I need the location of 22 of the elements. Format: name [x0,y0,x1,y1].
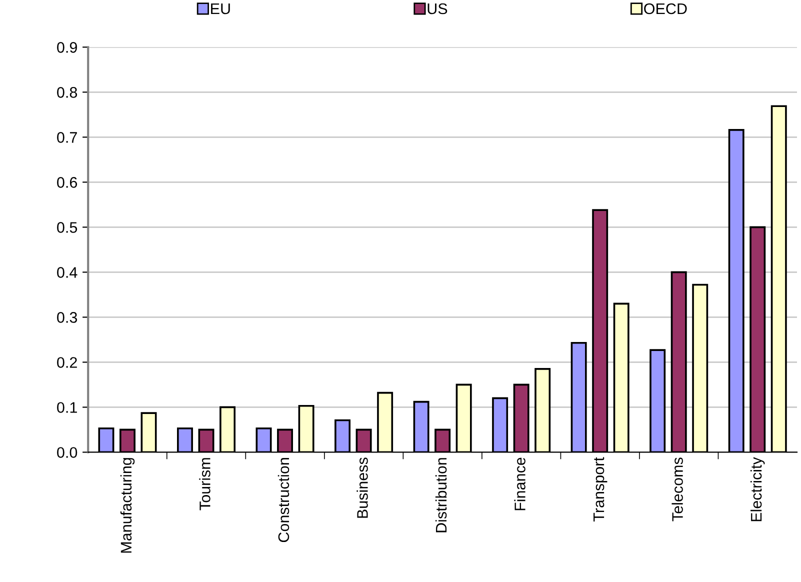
y-tick-label: 0.1 [57,402,77,413]
y-tick-label: 0.9 [57,42,77,53]
y-tick-label: 0.6 [57,177,78,188]
y-tick-label: 0.8 [57,87,78,98]
y-tick-label: 0.4 [57,267,78,278]
y-tick-label: 0.0 [57,447,78,458]
x-tick-label: Electricity [750,457,765,522]
legend-label: EU [211,4,230,14]
x-tick-label: Tourism [199,458,210,510]
x-tick-label: Finance [514,458,526,510]
legend-label: OECD [644,3,687,14]
y-tick-label: 0.5 [57,222,78,233]
legend-label: US [428,3,448,14]
y-tick-label: 0.7 [57,132,77,143]
x-tick-label: Manufacturing [120,458,135,553]
x-tick-label: Telecoms [672,458,683,522]
y-tick-label: 0.2 [57,357,77,368]
x-tick-label: Distribution [435,458,447,532]
x-tick-label: Business [356,458,368,518]
x-tick-label: Construction [278,458,290,542]
y-tick-label: 0.3 [57,312,78,323]
x-tick-label: Transport [594,457,608,522]
